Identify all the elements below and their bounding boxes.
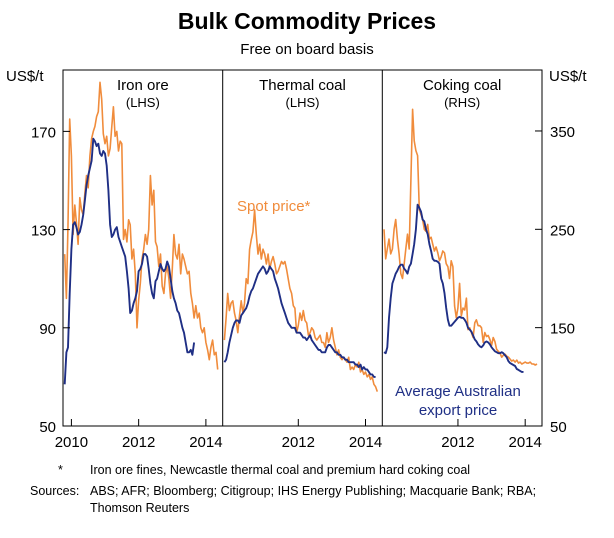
y-tick-label-right: 250 xyxy=(550,222,575,239)
x-tick-label: 2012 xyxy=(441,434,474,451)
panel-title: Iron ore xyxy=(117,77,169,94)
spot-price-line xyxy=(223,209,379,392)
panel-axis-note: (RHS) xyxy=(444,95,480,110)
footnote-mark: * xyxy=(58,463,63,477)
y-axis-unit-left: US$/t xyxy=(6,68,44,85)
chart-title: Bulk Commodity Prices xyxy=(177,8,437,34)
export-price-line xyxy=(383,203,524,373)
chart-subtitle: Free on board basis xyxy=(240,41,374,58)
panel-title: Thermal coal xyxy=(259,77,346,94)
y-tick-label-left: 170 xyxy=(31,124,56,141)
x-tick-label: 2014 xyxy=(189,434,222,451)
y-tick-label-right: 150 xyxy=(550,321,575,338)
export-price-line xyxy=(223,265,376,378)
x-tick-label: 2012 xyxy=(122,434,155,451)
x-tick-label: 2012 xyxy=(282,434,315,451)
export-price-annotation: Average Australian xyxy=(395,383,521,400)
footnotes: * Iron ore fines, Newcastle thermal coal… xyxy=(30,462,590,517)
y-axis-unit-right: US$/t xyxy=(549,68,587,85)
export-price-line xyxy=(63,137,196,385)
footnote: * Iron ore fines, Newcastle thermal coal… xyxy=(30,462,590,479)
x-tick-label: 2014 xyxy=(509,434,542,451)
spot-price-annotation: Spot price* xyxy=(237,198,311,215)
y-tick-label-left: 130 xyxy=(31,223,56,240)
spot-price-line xyxy=(63,81,219,370)
panel-axis-note: (LHS) xyxy=(286,95,320,110)
sources-label: Sources: xyxy=(30,484,80,498)
y-tick-label-left: 50 xyxy=(39,419,56,436)
y-tick-label-left: 90 xyxy=(39,321,56,338)
x-tick-label: 2010 xyxy=(55,434,88,451)
y-tick-label-right: 50 xyxy=(550,419,567,436)
x-tick-label: 2014 xyxy=(349,434,382,451)
spot-price-line xyxy=(383,108,538,366)
panel-title: Coking coal xyxy=(423,77,501,94)
y-tick-label-right: 350 xyxy=(550,124,575,141)
panel-axis-note: (LHS) xyxy=(126,95,160,110)
sources-text: ABS; AFR; Bloomberg; Citigroup; IHS Ener… xyxy=(90,484,537,515)
sources-note: Sources: ABS; AFR; Bloomberg; Citigroup;… xyxy=(30,483,590,517)
footnote-text: Iron ore fines, Newcastle thermal coal a… xyxy=(90,463,471,477)
export-price-annotation: export price xyxy=(419,402,497,419)
plot-frame xyxy=(62,69,543,427)
